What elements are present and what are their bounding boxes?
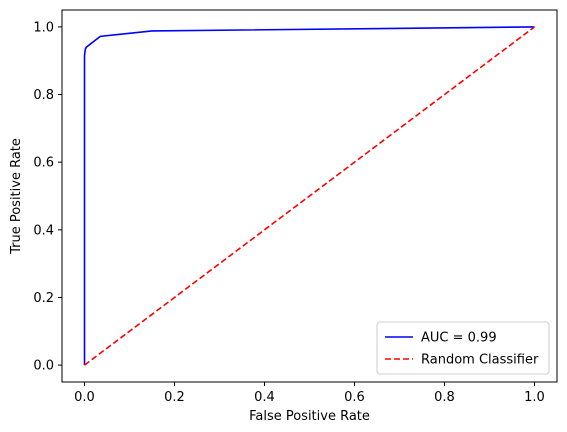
series-line-1: [84, 26, 535, 366]
x-tick-label: 0.0: [74, 390, 95, 405]
x-tick-label: 0.6: [344, 390, 365, 405]
x-axis-label: False Positive Rate: [249, 409, 370, 424]
series-line-0: [83, 26, 535, 366]
x-tick-label: 1.0: [524, 390, 545, 405]
x-tick-label: 0.2: [164, 390, 185, 405]
y-tick-label: 0.8: [33, 88, 54, 103]
legend: AUC = 0.99 Random Classifier: [376, 321, 550, 375]
y-axis-label: True Positive Rate: [9, 138, 24, 255]
y-tick-label: 0.6: [33, 156, 54, 171]
axes-frame: [61, 9, 558, 383]
y-tick-label: 0.4: [33, 223, 54, 238]
legend-box: [376, 321, 550, 375]
legend-label-1: Random Classifier: [421, 353, 539, 368]
y-tick-label: 0.0: [33, 359, 54, 374]
ticks-layer: 0.0 0.2 0.4 0.6 0.8 1.0 0.0 0.2 0.4 0.6 0.8 1.0: [33, 20, 545, 405]
y-tick-label: 0.2: [33, 291, 54, 306]
x-tick-label: 0.8: [434, 390, 455, 405]
y-tick-label: 1.0: [33, 20, 54, 35]
legend-label-0: AUC = 0.99: [421, 331, 497, 346]
series-layer: [83, 26, 535, 366]
x-tick-label: 0.4: [254, 390, 275, 405]
